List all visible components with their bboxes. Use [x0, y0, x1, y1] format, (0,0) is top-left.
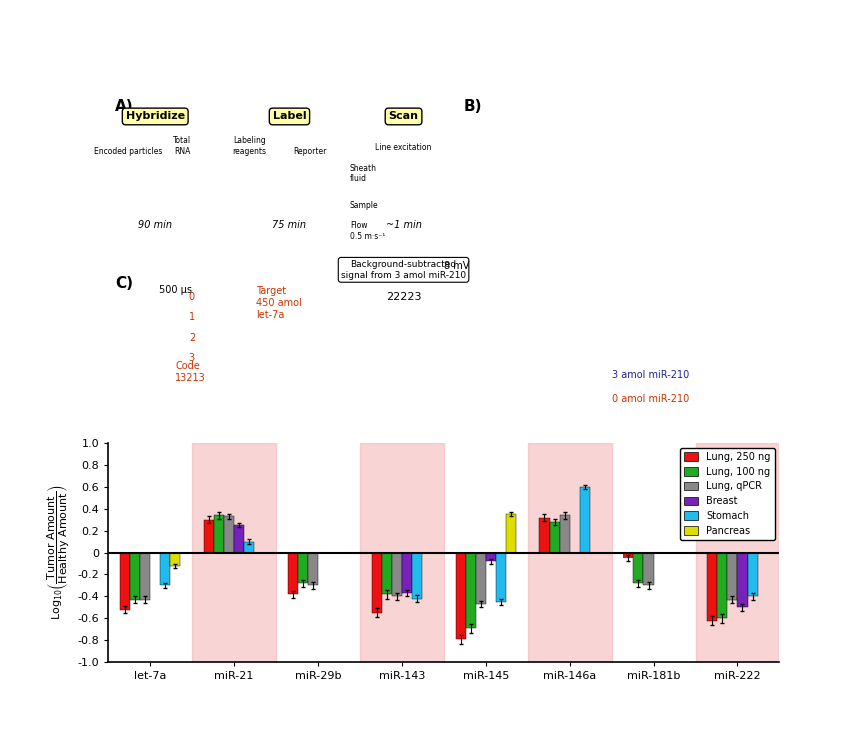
- Bar: [738, 553, 747, 607]
- Text: 0 amol miR-210: 0 amol miR-210: [611, 394, 688, 404]
- Bar: [402, 553, 412, 593]
- Text: ~1 min: ~1 min: [385, 220, 422, 230]
- Bar: [214, 516, 224, 553]
- Bar: [550, 522, 559, 553]
- Text: C): C): [115, 276, 133, 291]
- Text: Background-subtracted
signal from 3 amol miR-210: Background-subtracted signal from 3 amol…: [341, 260, 466, 280]
- Bar: [475, 553, 486, 604]
- Bar: [372, 553, 382, 613]
- Bar: [288, 553, 298, 594]
- Bar: [298, 553, 308, 583]
- Text: B): B): [464, 100, 482, 115]
- Bar: [643, 553, 654, 586]
- Text: Total
RNA: Total RNA: [173, 136, 191, 155]
- Text: 3: 3: [189, 353, 195, 363]
- Bar: [456, 553, 466, 639]
- Bar: [496, 553, 506, 602]
- Text: Sheath
fluid: Sheath fluid: [350, 164, 377, 183]
- Text: Line excitation: Line excitation: [375, 144, 432, 153]
- Bar: [624, 553, 633, 558]
- Bar: [527, 443, 611, 662]
- Bar: [727, 553, 738, 600]
- Text: 2: 2: [189, 333, 195, 343]
- Bar: [204, 520, 214, 553]
- Bar: [412, 553, 422, 599]
- Text: Reporter: Reporter: [293, 147, 326, 155]
- Bar: [244, 542, 255, 553]
- Bar: [382, 553, 391, 594]
- Bar: [486, 553, 496, 561]
- Bar: [360, 443, 443, 662]
- Bar: [171, 553, 180, 565]
- Text: 1: 1: [189, 312, 195, 322]
- Bar: [559, 516, 570, 553]
- Bar: [708, 553, 717, 620]
- Bar: [140, 553, 150, 600]
- Text: Flow
0.5 m·s⁻¹: Flow 0.5 m·s⁻¹: [350, 222, 385, 241]
- Text: 22223: 22223: [386, 292, 421, 302]
- Bar: [192, 443, 276, 662]
- Text: Target
450 amol
let-7a: Target 450 amol let-7a: [256, 286, 301, 319]
- Bar: [747, 553, 758, 597]
- Text: 8 mV: 8 mV: [443, 261, 469, 272]
- Text: Labeling
reagents: Labeling reagents: [232, 136, 266, 155]
- Text: Hybridize: Hybridize: [126, 112, 184, 121]
- Text: Scan: Scan: [389, 112, 418, 121]
- Text: Encoded particles: Encoded particles: [94, 147, 163, 155]
- Bar: [391, 553, 402, 597]
- Bar: [633, 553, 643, 583]
- Text: Sample: Sample: [350, 201, 378, 211]
- Text: 90 min: 90 min: [139, 220, 172, 230]
- Text: 3 amol miR-210: 3 amol miR-210: [611, 370, 688, 380]
- Bar: [540, 518, 550, 553]
- Bar: [308, 553, 318, 586]
- Bar: [234, 525, 244, 553]
- Text: 0: 0: [189, 292, 195, 302]
- Bar: [466, 553, 475, 628]
- Bar: [120, 553, 130, 609]
- Legend: Lung, 250 ng, Lung, 100 ng, Lung, qPCR, Breast, Stomach, Pancreas: Lung, 250 ng, Lung, 100 ng, Lung, qPCR, …: [680, 448, 774, 540]
- Text: Code
13213: Code 13213: [175, 361, 206, 382]
- Y-axis label: Log$_{10}$$\left(\dfrac{\mathrm{Tumor\ Amount}}{\mathrm{Healthy\ Amount}}\right): Log$_{10}$$\left(\dfrac{\mathrm{Tumor\ A…: [44, 484, 70, 620]
- Text: 500 µs: 500 µs: [158, 285, 192, 295]
- Text: Label: Label: [273, 112, 307, 121]
- Bar: [224, 516, 234, 553]
- Text: 75 min: 75 min: [273, 220, 307, 230]
- Bar: [130, 553, 140, 600]
- Bar: [717, 553, 727, 618]
- Bar: [506, 514, 516, 553]
- Text: A): A): [115, 100, 133, 115]
- Bar: [160, 553, 171, 586]
- Bar: [695, 443, 779, 662]
- Bar: [579, 487, 590, 553]
